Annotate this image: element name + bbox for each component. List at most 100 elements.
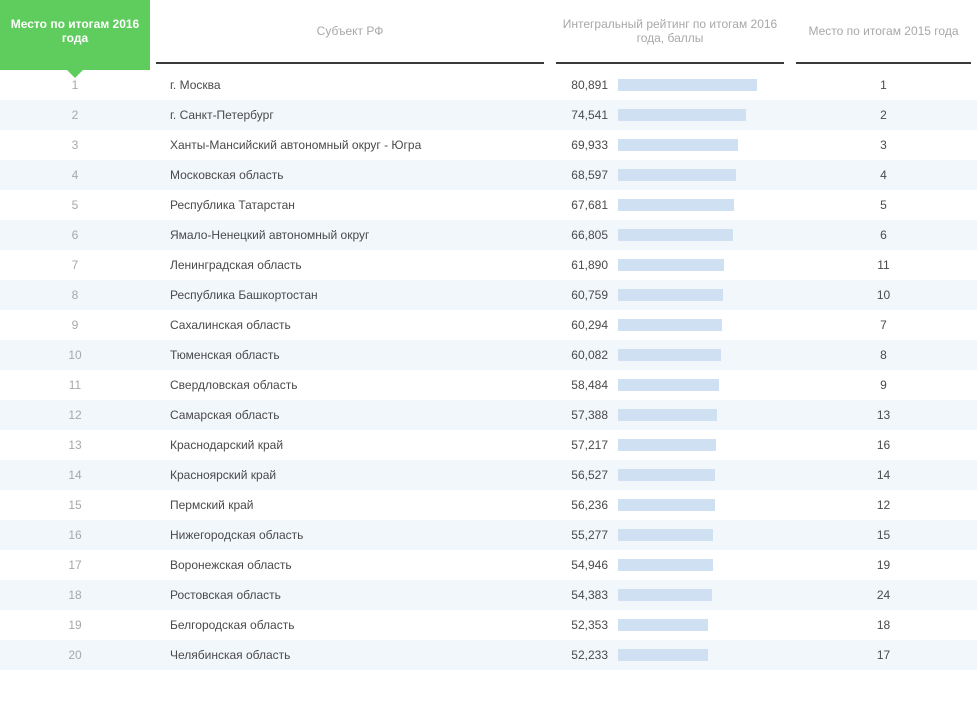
score-value: 54,383	[562, 588, 608, 602]
cell-prev-rank: 5	[790, 190, 977, 220]
score-bar-fill	[618, 79, 757, 91]
score-value: 56,527	[562, 468, 608, 482]
score-bar	[618, 439, 790, 451]
header-subject[interactable]: Субъект РФ	[150, 0, 550, 70]
cell-prev-rank: 16	[790, 430, 977, 460]
score-bar-fill	[618, 619, 708, 631]
score-bar	[618, 109, 790, 121]
cell-subject: Свердловская область	[150, 370, 550, 400]
score-bar	[618, 139, 790, 151]
table-row: 13Краснодарский край57,21716	[0, 430, 977, 460]
score-bar-fill	[618, 649, 708, 661]
table-row: 20Челябинская область52,23317	[0, 640, 977, 670]
score-bar-fill	[618, 349, 721, 361]
header-rank-2016-label: Место по итогам 2016 года	[11, 17, 139, 45]
cell-prev-rank: 3	[790, 130, 977, 160]
cell-prev-rank: 1	[790, 70, 977, 100]
cell-subject: Воронежская область	[150, 550, 550, 580]
cell-rank: 5	[0, 190, 150, 220]
score-bar	[618, 199, 790, 211]
cell-score: 80,891	[550, 70, 790, 100]
cell-rank: 10	[0, 340, 150, 370]
header-rank-2015-label: Место по итогам 2015 года	[808, 24, 958, 38]
cell-score: 66,805	[550, 220, 790, 250]
cell-score: 58,484	[550, 370, 790, 400]
cell-rank: 20	[0, 640, 150, 670]
cell-prev-rank: 4	[790, 160, 977, 190]
cell-rank: 2	[0, 100, 150, 130]
cell-score: 55,277	[550, 520, 790, 550]
score-bar-fill	[618, 559, 713, 571]
score-bar	[618, 559, 790, 571]
cell-prev-rank: 18	[790, 610, 977, 640]
score-bar-fill	[618, 289, 723, 301]
cell-subject: Тюменская область	[150, 340, 550, 370]
score-bar-fill	[618, 109, 746, 121]
score-bar-fill	[618, 229, 733, 241]
cell-subject: Ленинградская область	[150, 250, 550, 280]
score-bar-fill	[618, 499, 715, 511]
header-underline	[796, 62, 971, 64]
score-value: 74,541	[562, 108, 608, 122]
table-row: 12Самарская область57,38813	[0, 400, 977, 430]
header-score[interactable]: Интегральный рейтинг по итогам 2016 года…	[550, 0, 790, 70]
cell-subject: Республика Башкортостан	[150, 280, 550, 310]
score-bar	[618, 619, 790, 631]
score-bar	[618, 169, 790, 181]
header-rank-2016[interactable]: Место по итогам 2016 года	[0, 0, 150, 70]
cell-rank: 6	[0, 220, 150, 250]
cell-prev-rank: 14	[790, 460, 977, 490]
cell-subject: Ханты-Мансийский автономный округ - Югра	[150, 130, 550, 160]
cell-score: 52,233	[550, 640, 790, 670]
table-row: 8Республика Башкортостан60,75910	[0, 280, 977, 310]
cell-rank: 3	[0, 130, 150, 160]
cell-score: 54,946	[550, 550, 790, 580]
cell-subject: Сахалинская область	[150, 310, 550, 340]
cell-rank: 8	[0, 280, 150, 310]
cell-prev-rank: 7	[790, 310, 977, 340]
score-bar-fill	[618, 589, 712, 601]
cell-rank: 13	[0, 430, 150, 460]
score-value: 67,681	[562, 198, 608, 212]
score-value: 52,233	[562, 648, 608, 662]
score-bar	[618, 529, 790, 541]
score-bar	[618, 469, 790, 481]
table-row: 7Ленинградская область61,89011	[0, 250, 977, 280]
cell-rank: 19	[0, 610, 150, 640]
cell-score: 56,236	[550, 490, 790, 520]
cell-prev-rank: 6	[790, 220, 977, 250]
score-value: 55,277	[562, 528, 608, 542]
table-row: 6Ямало-Ненецкий автономный округ66,8056	[0, 220, 977, 250]
score-bar-fill	[618, 409, 717, 421]
cell-rank: 14	[0, 460, 150, 490]
table-row: 3Ханты-Мансийский автономный округ - Югр…	[0, 130, 977, 160]
table-row: 14Красноярский край56,52714	[0, 460, 977, 490]
ranking-table: Место по итогам 2016 года Субъект РФ Инт…	[0, 0, 977, 670]
cell-rank: 4	[0, 160, 150, 190]
cell-subject: г. Санкт-Петербург	[150, 100, 550, 130]
cell-score: 67,681	[550, 190, 790, 220]
cell-rank: 7	[0, 250, 150, 280]
header-subject-label: Субъект РФ	[317, 24, 384, 38]
score-bar-fill	[618, 319, 722, 331]
score-bar	[618, 409, 790, 421]
score-value: 60,082	[562, 348, 608, 362]
score-value: 57,217	[562, 438, 608, 452]
cell-subject: Челябинская область	[150, 640, 550, 670]
cell-score: 60,082	[550, 340, 790, 370]
score-bar-fill	[618, 379, 719, 391]
cell-rank: 17	[0, 550, 150, 580]
cell-score: 54,383	[550, 580, 790, 610]
cell-prev-rank: 12	[790, 490, 977, 520]
table-row: 1г. Москва80,8911	[0, 70, 977, 100]
score-value: 68,597	[562, 168, 608, 182]
header-rank-2015[interactable]: Место по итогам 2015 года	[790, 0, 977, 70]
table-row: 16Нижегородская область55,27715	[0, 520, 977, 550]
table-row: 15Пермский край56,23612	[0, 490, 977, 520]
cell-rank: 9	[0, 310, 150, 340]
cell-subject: Белгородская область	[150, 610, 550, 640]
cell-score: 60,759	[550, 280, 790, 310]
cell-prev-rank: 13	[790, 400, 977, 430]
score-bar	[618, 229, 790, 241]
cell-score: 56,527	[550, 460, 790, 490]
